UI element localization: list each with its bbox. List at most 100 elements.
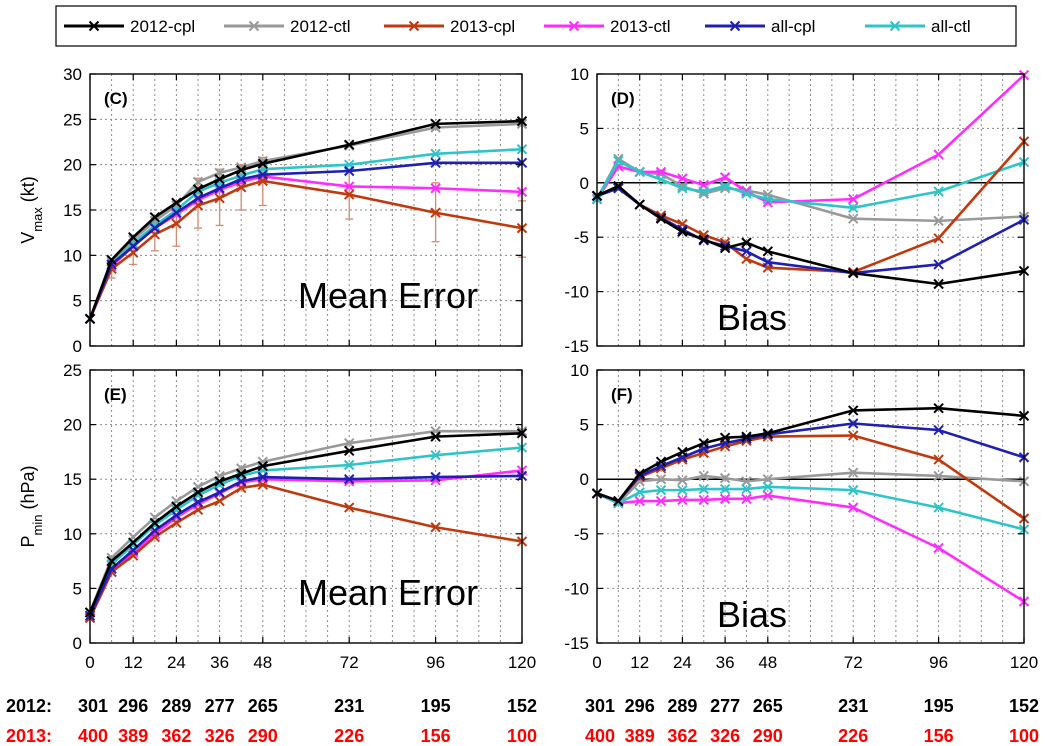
data-point-2013-ctl	[719, 493, 731, 505]
y-tick-label: -10	[564, 579, 589, 598]
data-point-2012-cpl	[106, 555, 117, 567]
y-tick-label: 0	[73, 337, 82, 356]
count-value: 156	[421, 726, 451, 746]
grid	[597, 74, 1024, 346]
y-axis: 0 5 10 15 20 25 30	[63, 65, 522, 356]
count-row-2013: 2013: 400 389 362 326 290 226 156 100 400 389 362 32…	[6, 726, 1039, 746]
data-point-2013-cpl	[214, 193, 225, 204]
count-value: 400	[585, 726, 615, 746]
data-point-all-cpl	[430, 471, 441, 483]
count-value: 290	[753, 726, 783, 746]
legend-label: all-ctl	[931, 17, 971, 36]
series-line-all-ctl	[596, 485, 1025, 531]
data-point-2013-cpl	[343, 189, 355, 200]
data-point-2012-cpl	[343, 139, 355, 150]
data-point-all-cpl	[127, 544, 139, 556]
legend-marker	[88, 20, 100, 32]
data-point-2012-cpl	[677, 226, 688, 237]
count-value: 290	[248, 726, 278, 746]
legend-marker	[568, 20, 580, 32]
data-point-2013-cpl	[214, 495, 225, 507]
x-tick-label: 36	[716, 653, 735, 672]
count-value: 277	[710, 696, 740, 716]
legend-item-2012-ctl: 2012-ctl	[224, 17, 350, 36]
series-2012-cpl	[84, 115, 528, 325]
count-value: 296	[118, 696, 148, 716]
legend-label: all-cpl	[771, 17, 815, 36]
data-point-all-ctl	[741, 483, 752, 495]
legend-item-all-ctl: all-ctl	[865, 17, 971, 36]
data-point-2013-ctl	[719, 172, 731, 183]
legend-marker	[248, 20, 260, 32]
legend: 2012-cpl 2012-ctl 2013-cpl 2013-ctl all-cpl a…	[55, 5, 1017, 47]
data-point-2012-cpl	[719, 242, 731, 254]
data-point-all-cpl	[933, 259, 944, 270]
data-point-2012-ctl	[719, 472, 731, 484]
x-tick-label: 24	[673, 653, 692, 672]
data-point-all-cpl	[214, 487, 225, 498]
panel-annotation: Mean Error	[298, 572, 478, 613]
data-point-all-cpl	[847, 418, 859, 429]
count-row-2012: 2012: 301 296 289 277 265 231 195 152 301 296 289 27…	[6, 696, 1039, 716]
count-value: 389	[625, 726, 655, 746]
data-point-2013-ctl	[677, 173, 688, 184]
axes-frame	[596, 369, 1025, 644]
count-value: 152	[507, 696, 537, 716]
y-axis-title: Pmin (hPa)	[18, 466, 45, 548]
data-point-2013-cpl	[933, 454, 944, 465]
x-axis	[596, 74, 1025, 346]
data-point-2012-cpl	[762, 246, 774, 257]
data-point-2012-ctl	[719, 183, 731, 194]
data-point-2012-ctl	[698, 470, 709, 482]
data-point-2012-cpl	[343, 445, 355, 457]
data-point-2013-cpl	[171, 517, 182, 529]
data-point-2013-ctl	[698, 494, 709, 506]
y-tick-label: 20	[63, 416, 82, 435]
y-axis-title-sub: max	[30, 207, 45, 232]
data-point-2012-cpl	[634, 468, 645, 479]
y-axis-title-main: P	[18, 535, 38, 547]
y-axis-title-unit: (hPa)	[18, 466, 38, 515]
data-point-2013-cpl	[257, 479, 269, 490]
data-point-all-cpl	[171, 510, 182, 521]
count-value: 362	[161, 726, 191, 746]
y-tick-label: 15	[63, 201, 82, 220]
legend-label: 2013-cpl	[450, 17, 515, 36]
data-point-2012-cpl	[847, 267, 859, 279]
data-point-all-cpl	[192, 496, 204, 508]
y-tick-label: 5	[580, 416, 589, 435]
data-point-all-ctl	[655, 484, 667, 496]
data-point-2012-cpl	[655, 213, 667, 224]
y-tick-label: 10	[63, 525, 82, 544]
axes-frame	[89, 369, 523, 644]
data-point-2012-cpl	[762, 428, 774, 439]
x-tick-label: 0	[85, 653, 94, 672]
data-point-all-ctl	[698, 186, 709, 197]
data-point-2013-ctl	[741, 493, 752, 505]
count-row-label: 2012:	[6, 696, 52, 716]
data-point-all-cpl	[613, 183, 624, 194]
grid	[597, 370, 1024, 643]
y-tick-label: 25	[63, 110, 82, 129]
data-point-2013-ctl	[762, 490, 774, 501]
y-axis: -15 -10 -5 0 5 10	[564, 361, 1024, 653]
count-value: 289	[161, 696, 191, 716]
panel-annotation: Bias	[717, 594, 787, 635]
data-point-2013-ctl	[655, 166, 667, 178]
data-point-2012-ctl	[677, 475, 688, 486]
data-point-2013-cpl	[343, 502, 355, 513]
data-point-2012-ctl	[933, 470, 944, 482]
data-point-2012-ctl	[762, 473, 774, 485]
data-point-2012-cpl	[933, 403, 944, 414]
data-point-all-ctl	[762, 193, 774, 205]
x-tick-label: 12	[630, 653, 649, 672]
y-tick-label: -15	[564, 634, 589, 653]
data-point-2012-cpl	[127, 231, 139, 243]
x-tick-label: 48	[758, 653, 777, 672]
data-point-2013-ctl	[677, 494, 688, 506]
y-tick-label: -5	[574, 525, 589, 544]
data-point-all-ctl	[847, 202, 859, 214]
data-point-2012-cpl	[933, 278, 944, 290]
data-point-all-cpl	[127, 241, 139, 252]
